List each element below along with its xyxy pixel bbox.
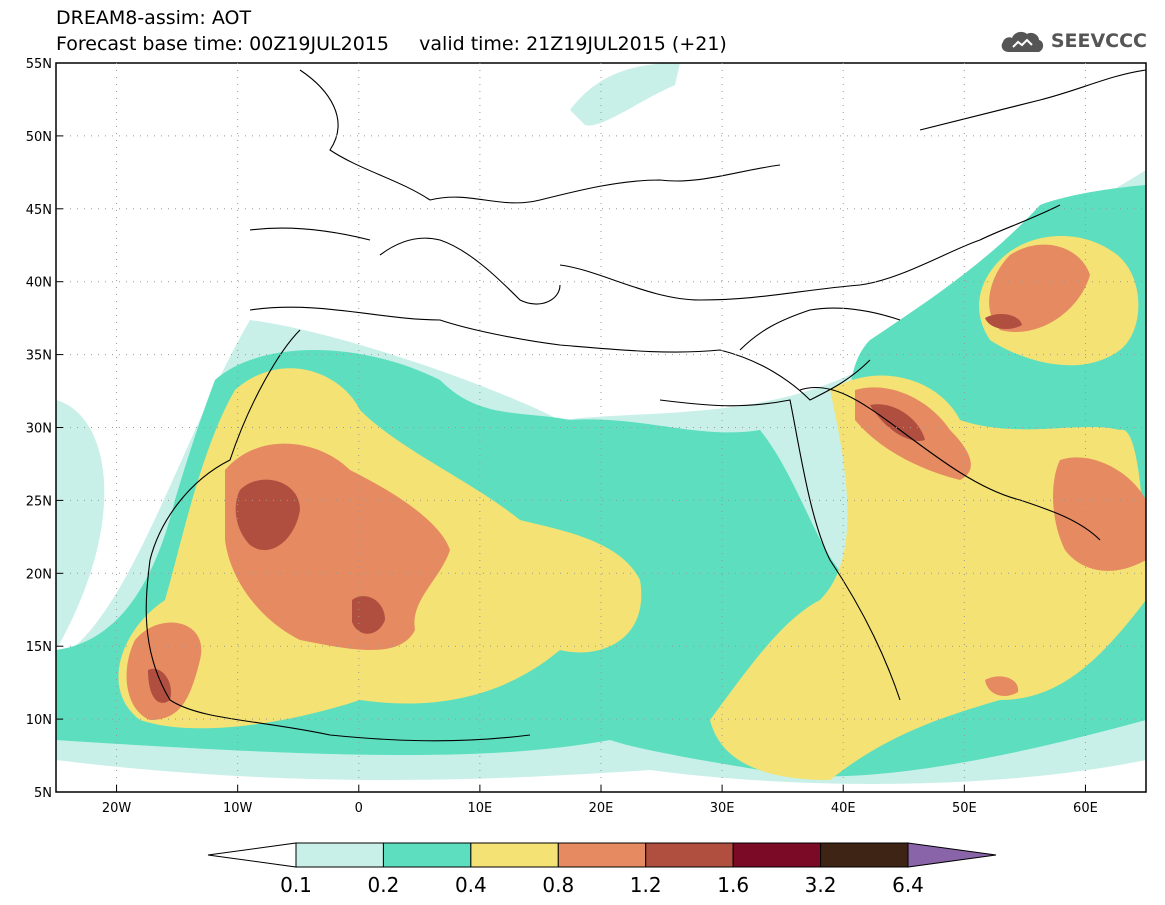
map-title: DREAM8-assim: AOT [56,7,252,29]
colorbar [207,842,997,868]
lat-tick-label: 45N [26,203,52,218]
lat-tick-label: 35N [26,349,52,364]
lat-tick-label: 40N [26,276,52,291]
lat-tick-label: 25N [26,494,52,509]
colorbar-under-arrow [207,842,297,868]
lon-tick-label: 50E [952,801,977,816]
colorbar-swatch [820,842,909,868]
lon-tick-label: 10W [223,801,253,816]
lon-tick-label: 20W [102,801,132,816]
colorbar-label: 0.2 [368,873,400,897]
colorbar-swatch [382,842,472,868]
cloud-icon [1001,31,1043,52]
colorbar-label: 0.1 [280,873,312,897]
lat-tick-label: 10N [26,713,52,728]
lat-tick-label: 55N [26,57,52,72]
colorbar-swatch [645,842,734,868]
colorbar-labels: 0.1 0.2 0.4 0.8 1.2 1.6 3.2 6.4 [280,873,924,897]
colorbar-label: 0.8 [542,873,574,897]
lat-tick-label: 15N [26,640,52,655]
lon-tick-label: 10E [468,801,493,816]
colorbar-label: 1.2 [630,873,662,897]
colorbar-label: 0.4 [455,873,487,897]
aot-band-1.2-1.6 [148,314,1022,703]
longitude-ticks: 20W 10W 0 10E 20E 30E 40E 50E 60E [102,785,1098,816]
colorbar-swatch [295,842,384,868]
lat-tick-label: 50N [26,130,52,145]
aot-fields [56,63,1146,784]
forecast-time-subtitle: Forecast base time: 00Z19JUL2015 valid t… [56,33,727,55]
lat-tick-label: 30N [26,422,52,437]
seevccc-logo: SEEVCCC [999,26,1147,56]
latitude-ticks: 55N 50N 45N 40N 35N 30N 25N 20N 15N 10N 5N [26,57,63,801]
lat-tick-label: 5N [34,786,52,801]
lon-tick-label: 20E [589,801,614,816]
logo-text: SEEVCCC [1050,30,1147,52]
colorbar-swatch [732,842,822,868]
lat-tick-label: 20N [26,567,52,582]
colorbar-label: 3.2 [805,873,837,897]
graticule [56,63,1146,792]
lon-tick-label: 0 [355,801,363,816]
colorbar-swatch [557,842,647,868]
colorbar-label: 6.4 [892,873,924,897]
colorbar-label: 1.6 [717,873,749,897]
lon-tick-label: 40E [831,801,856,816]
lon-tick-label: 60E [1073,801,1098,816]
lon-tick-label: 30E [710,801,735,816]
colorbar-swatch [470,842,559,868]
colorbar-over-arrow [907,842,997,868]
